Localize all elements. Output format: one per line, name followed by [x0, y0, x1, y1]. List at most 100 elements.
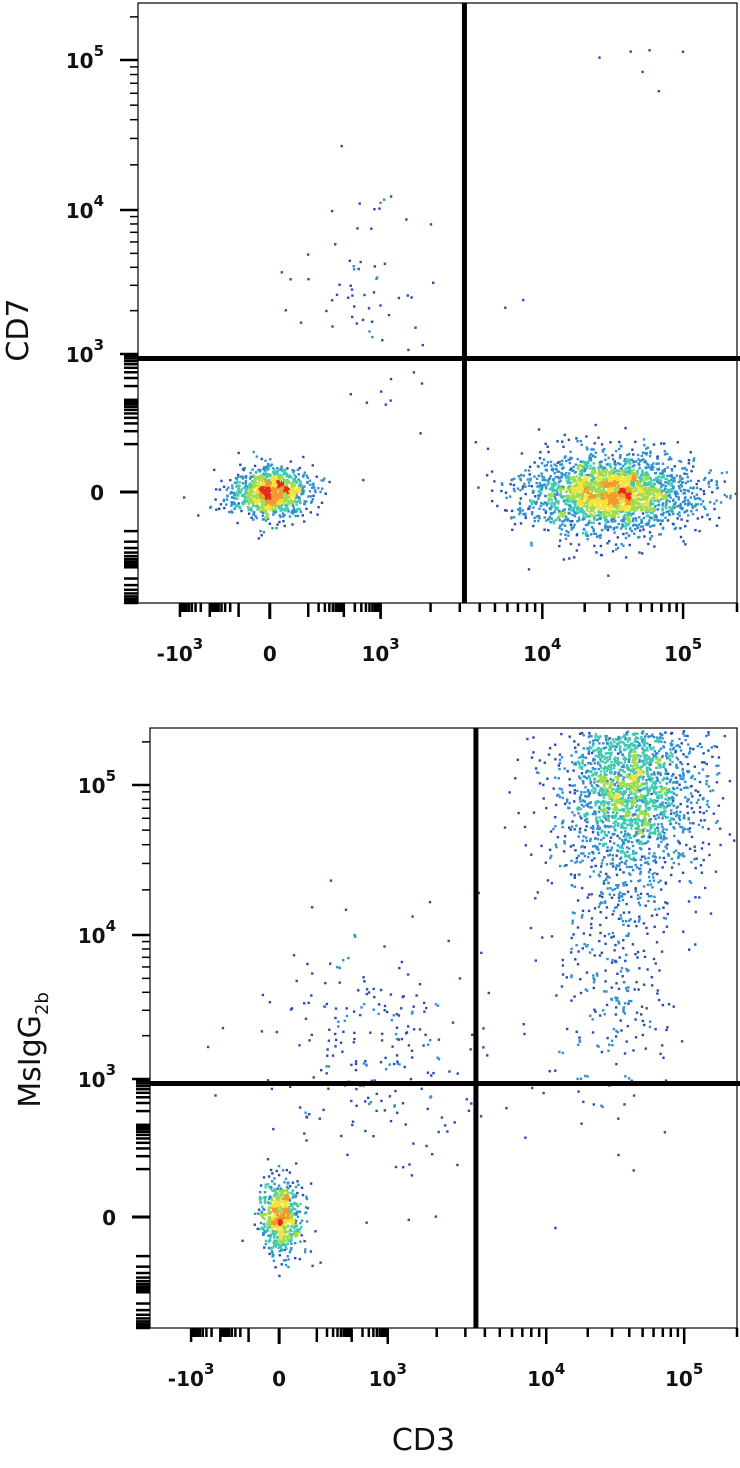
event-dot [277, 1222, 280, 1225]
event-dot [597, 468, 601, 471]
event-dot [610, 896, 614, 899]
event-dot [618, 440, 621, 444]
event-dot [268, 522, 272, 525]
event-dot [613, 460, 616, 463]
event-dot [301, 1193, 305, 1197]
event-dot [539, 491, 543, 495]
event-dot [285, 1205, 288, 1208]
event-dot [244, 490, 247, 493]
event-dot [619, 509, 622, 512]
event-dot [587, 498, 590, 502]
event-dot [592, 477, 595, 481]
event-dot [598, 485, 602, 488]
event-dot [658, 519, 661, 522]
event-dot [573, 523, 576, 527]
event-dot [537, 428, 541, 431]
event-dot [628, 477, 632, 480]
event-dot [319, 490, 322, 493]
event-dot [586, 466, 589, 469]
event-dot [585, 512, 588, 516]
event-dot [294, 1242, 297, 1245]
event-dot [291, 1189, 295, 1192]
event-dot [548, 488, 552, 491]
event-dot [590, 502, 593, 505]
y-tick-label: 103 [66, 336, 104, 367]
event-dot [550, 503, 553, 507]
event-dot [582, 515, 585, 518]
event-dot [596, 483, 599, 486]
event-dot [642, 438, 646, 441]
event-dot [571, 520, 574, 523]
event-dot [591, 499, 594, 502]
event-dot [578, 479, 581, 482]
event-dot [705, 734, 708, 738]
event-dot [279, 1192, 283, 1195]
event-dot [698, 529, 701, 533]
event-dot [630, 483, 633, 486]
event-dot [611, 454, 614, 457]
event-dot [592, 845, 595, 848]
event-dot [311, 464, 314, 467]
event-dot [516, 487, 520, 490]
event-dot [604, 521, 608, 524]
event-dot [615, 548, 618, 551]
event-dot [558, 460, 561, 464]
y-tick-label: 104 [66, 192, 104, 223]
event-dot [287, 481, 290, 484]
event-dot [432, 281, 435, 284]
event-dot [661, 462, 665, 465]
event-dot [267, 1223, 271, 1227]
event-dot [707, 480, 711, 484]
event-dot [271, 498, 274, 501]
event-dot [584, 756, 588, 759]
event-dot [522, 513, 525, 516]
event-dot [579, 460, 583, 463]
event-dot [592, 870, 595, 873]
event-dot [262, 531, 266, 534]
event-dot [314, 1230, 317, 1233]
event-dot [269, 1239, 272, 1242]
y-tick-label: 105 [66, 42, 104, 73]
event-dot [357, 267, 360, 271]
event-dot [566, 519, 569, 522]
event-dot [266, 1221, 269, 1224]
event-dot [621, 524, 625, 527]
event-dot [536, 485, 539, 488]
event-dot [600, 513, 603, 516]
event-dot [295, 496, 298, 499]
event-dot [586, 509, 589, 512]
event-dot [607, 479, 610, 482]
event-dot [567, 534, 570, 537]
event-dot [587, 460, 590, 463]
event-dot [679, 460, 683, 463]
event-dot [267, 481, 270, 484]
event-dot [640, 489, 644, 492]
event-dot [590, 521, 593, 524]
event-dot [686, 519, 689, 523]
event-dot [601, 479, 604, 483]
event-dot [620, 507, 624, 510]
event-dot [546, 445, 549, 448]
event-dot [230, 502, 234, 505]
event-dot [588, 502, 591, 505]
event-dot [585, 534, 588, 537]
event-dot [252, 474, 255, 477]
event-dot [215, 508, 218, 511]
event-dot [649, 508, 652, 511]
event-dot [579, 777, 582, 780]
event-dot [565, 480, 569, 483]
event-dot [734, 492, 738, 496]
event-dot [272, 1217, 275, 1220]
event-dot [560, 528, 563, 531]
event-dot [632, 524, 635, 527]
event-dot [584, 523, 588, 527]
event-dot [280, 1218, 283, 1221]
event-dot [299, 480, 302, 483]
event-dot [644, 507, 648, 510]
event-dot [646, 749, 649, 752]
event-dot [641, 70, 644, 74]
event-dot [267, 1175, 271, 1178]
event-dot [636, 484, 639, 487]
event-dot [306, 476, 309, 479]
